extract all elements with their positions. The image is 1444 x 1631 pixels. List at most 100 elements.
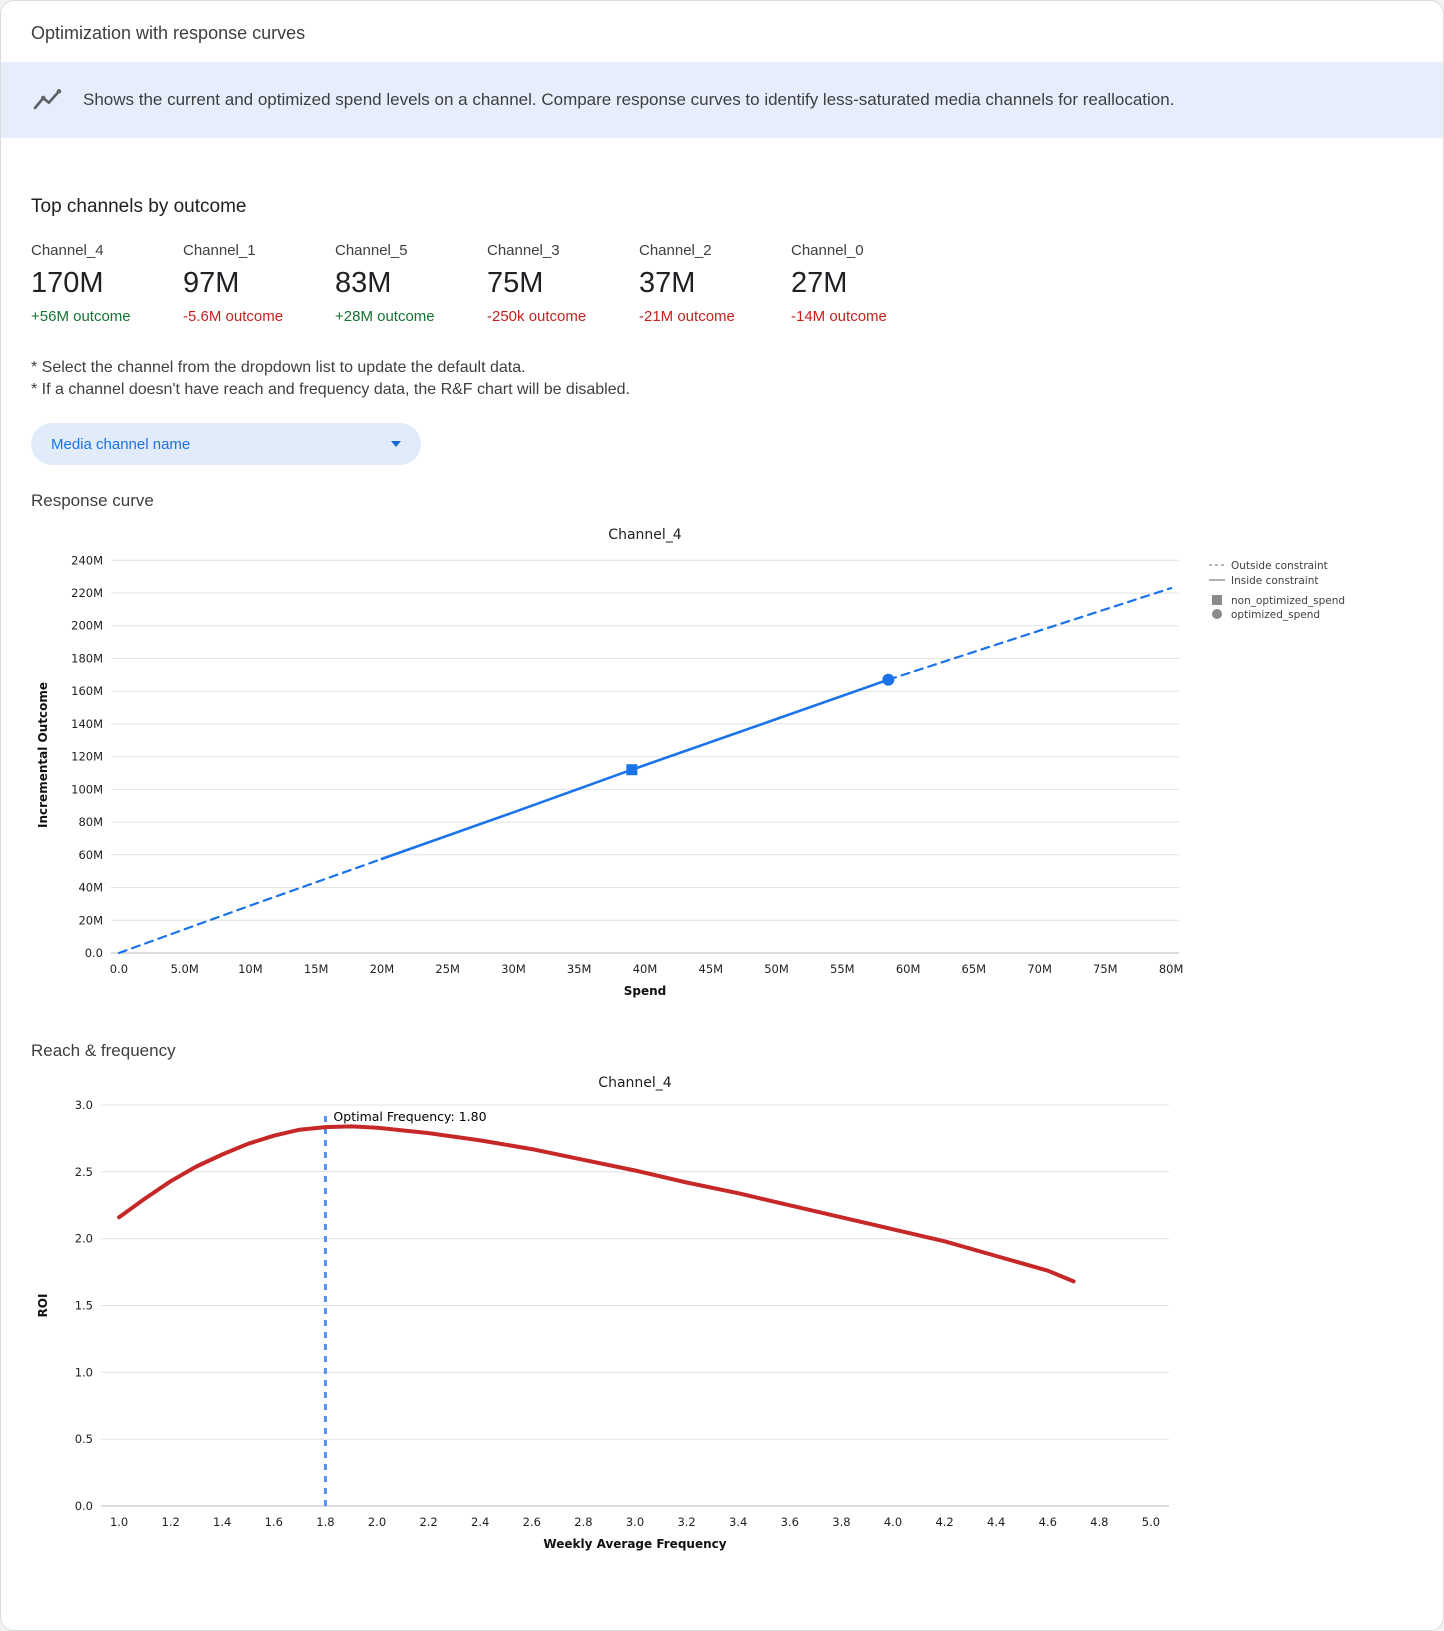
- top-channels-heading: Top channels by outcome: [31, 196, 247, 217]
- dropdown-label: Media channel name: [51, 435, 191, 453]
- media-channel-dropdown[interactable]: Media channel name: [31, 423, 421, 465]
- svg-text:2.8: 2.8: [574, 1515, 592, 1529]
- svg-text:ROI: ROI: [36, 1294, 50, 1318]
- non_optimized_spend-marker: [626, 764, 638, 776]
- svg-text:100M: 100M: [71, 782, 103, 796]
- channel-name: Channel_5: [335, 242, 408, 259]
- svg-text:3.4: 3.4: [729, 1515, 747, 1529]
- banner-text: Shows the current and optimized spend le…: [83, 90, 1175, 110]
- svg-text:45M: 45M: [699, 962, 724, 976]
- channel-card: Channel_5 83M +28M outcome: [335, 242, 487, 325]
- top-channels-row: Channel_4 170M +56M outcome Channel_1 97…: [31, 242, 1413, 325]
- channel-name: Channel_4: [31, 242, 104, 259]
- reach-frequency-heading: Reach & frequency: [31, 1041, 176, 1060]
- channel-delta: -5.6M outcome: [183, 308, 284, 325]
- svg-text:4.0: 4.0: [884, 1515, 902, 1529]
- channel-name: Channel_1: [183, 242, 256, 259]
- svg-text:70M: 70M: [1027, 962, 1052, 976]
- svg-text:50M: 50M: [764, 962, 789, 976]
- page-title-bar: Optimization with response curves: [1, 1, 1443, 62]
- svg-text:4.6: 4.6: [1039, 1515, 1057, 1529]
- channel-value: 75M: [487, 267, 544, 299]
- svg-text:200M: 200M: [71, 619, 103, 633]
- svg-text:3.0: 3.0: [75, 1098, 93, 1112]
- trend-chart-icon: [31, 84, 63, 116]
- svg-text:15M: 15M: [304, 962, 329, 976]
- channel-delta: -21M outcome: [639, 308, 735, 325]
- channel-value: 37M: [639, 267, 696, 299]
- svg-text:Optimal Frequency: 1.80: Optimal Frequency: 1.80: [333, 1109, 486, 1124]
- svg-text:40M: 40M: [633, 962, 658, 976]
- svg-text:75M: 75M: [1093, 962, 1118, 976]
- svg-text:30M: 30M: [501, 962, 526, 976]
- svg-text:3.2: 3.2: [677, 1515, 695, 1529]
- svg-text:4.2: 4.2: [935, 1515, 953, 1529]
- svg-text:1.8: 1.8: [316, 1515, 334, 1529]
- svg-text:2.0: 2.0: [368, 1515, 386, 1529]
- channel-value: 97M: [183, 267, 240, 299]
- channel-value: 170M: [31, 267, 104, 299]
- response-curve-heading: Response curve: [31, 491, 154, 510]
- svg-text:5.0: 5.0: [1142, 1515, 1160, 1529]
- svg-text:2.4: 2.4: [471, 1515, 489, 1529]
- svg-text:220M: 220M: [71, 586, 103, 600]
- channel-card: Channel_0 27M -14M outcome: [791, 242, 943, 325]
- svg-text:35M: 35M: [567, 962, 592, 976]
- optimized_spend-marker: [882, 673, 895, 686]
- svg-text:Spend: Spend: [624, 984, 667, 998]
- svg-text:240M: 240M: [71, 553, 103, 567]
- svg-text:60M: 60M: [896, 962, 921, 976]
- svg-text:1.4: 1.4: [213, 1515, 231, 1529]
- svg-text:1.2: 1.2: [162, 1515, 180, 1529]
- channel-delta: -250k outcome: [487, 308, 587, 325]
- svg-text:65M: 65M: [962, 962, 987, 976]
- svg-text:1.6: 1.6: [265, 1515, 283, 1529]
- svg-text:80M: 80M: [1159, 962, 1184, 976]
- reach-frequency-chart: Channel_4 0.0 0.5 1.0 1.5 2.0 2.5 3.0 1.0 1.2 1.4 1…: [31, 1065, 1411, 1570]
- svg-text:Channel_4: Channel_4: [608, 527, 681, 543]
- svg-text:0.0: 0.0: [110, 962, 128, 976]
- svg-text:Incremental Outcome: Incremental Outcome: [36, 682, 50, 828]
- svg-text:20M: 20M: [78, 913, 103, 927]
- info-banner: Shows the current and optimized spend le…: [1, 62, 1443, 138]
- channel-delta: +28M outcome: [335, 308, 435, 325]
- svg-text:40M: 40M: [78, 881, 103, 895]
- svg-text:140M: 140M: [71, 717, 103, 731]
- channel-name: Channel_3: [487, 242, 560, 259]
- svg-text:2.5: 2.5: [75, 1165, 93, 1179]
- note-line: * Select the channel from the dropdown l…: [31, 359, 526, 376]
- channel-name: Channel_2: [639, 242, 712, 259]
- channel-value: 27M: [791, 267, 848, 299]
- instruction-notes: * Select the channel from the dropdown l…: [31, 359, 1413, 399]
- svg-text:3.8: 3.8: [832, 1515, 850, 1529]
- channel-card: Channel_3 75M -250k outcome: [487, 242, 639, 325]
- svg-text:0.5: 0.5: [75, 1432, 93, 1446]
- chevron-down-icon: [391, 441, 401, 447]
- svg-text:20M: 20M: [370, 962, 395, 976]
- svg-text:Outside constraint: Outside constraint: [1231, 560, 1328, 572]
- svg-text:160M: 160M: [71, 684, 103, 698]
- channel-value: 83M: [335, 267, 392, 299]
- svg-text:10M: 10M: [238, 962, 263, 976]
- svg-text:55M: 55M: [830, 962, 855, 976]
- svg-text:120M: 120M: [71, 750, 103, 764]
- svg-text:4.4: 4.4: [987, 1515, 1005, 1529]
- page-title: Optimization with response curves: [31, 23, 306, 43]
- svg-text:5.0M: 5.0M: [171, 962, 199, 976]
- svg-text:2.2: 2.2: [419, 1515, 437, 1529]
- svg-text:2.0: 2.0: [75, 1232, 93, 1246]
- svg-text:3.6: 3.6: [781, 1515, 799, 1529]
- content: Top channels by outcome Channel_4 170M +…: [1, 196, 1443, 1600]
- channel-name: Channel_0: [791, 242, 864, 259]
- svg-text:1.0: 1.0: [110, 1515, 128, 1529]
- reach-frequency-svg: Channel_4 0.0 0.5 1.0 1.5 2.0 2.5 3.0 1.0 1.2 1.4 1…: [36, 1075, 1169, 1551]
- svg-text:Inside constraint: Inside constraint: [1231, 575, 1318, 587]
- svg-text:2.6: 2.6: [523, 1515, 541, 1529]
- channel-delta: -14M outcome: [791, 308, 887, 325]
- response-curve-chart: Channel_4 0.0 20M 40M 60M 80M 100M 120M 140M 160M…: [31, 515, 1411, 1015]
- svg-text:4.8: 4.8: [1090, 1515, 1108, 1529]
- svg-text:180M: 180M: [71, 651, 103, 665]
- svg-text:3.0: 3.0: [626, 1515, 644, 1529]
- svg-text:1.0: 1.0: [75, 1365, 93, 1379]
